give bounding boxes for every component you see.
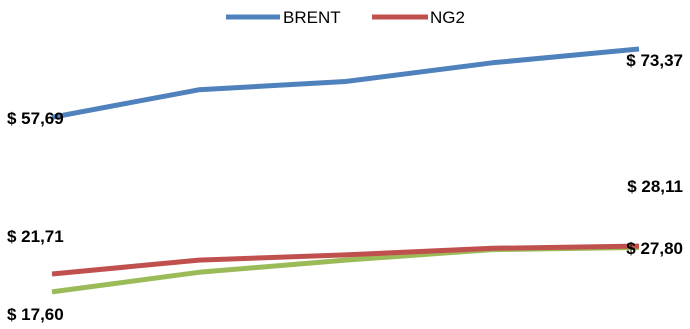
data-label-series-3-point-5: $ 27,80: [626, 239, 683, 258]
legend-label-ng2: NG2: [430, 8, 465, 27]
legend-label-brent: BRENT: [283, 8, 341, 27]
data-labels: $ 57,69 $ 73,37 $ 21,71 $ 28,11 $ 17,60 $ 27,…: [7, 51, 683, 324]
data-label-series-2-point-5: $ 28,11: [627, 177, 683, 196]
legend: BRENT NG2: [226, 8, 465, 27]
series-line-ng2: [51, 243, 640, 277]
data-label-series-1-point-1: $ 57,69: [7, 109, 64, 128]
series-line-brent: [51, 46, 640, 120]
plot-area: [51, 46, 640, 295]
data-label-series-2-point-1: $ 21,71: [7, 227, 64, 246]
data-label-series-1-point-5: $ 73,37: [626, 51, 683, 70]
data-label-series-3-point-1: $ 17,60: [7, 305, 64, 324]
